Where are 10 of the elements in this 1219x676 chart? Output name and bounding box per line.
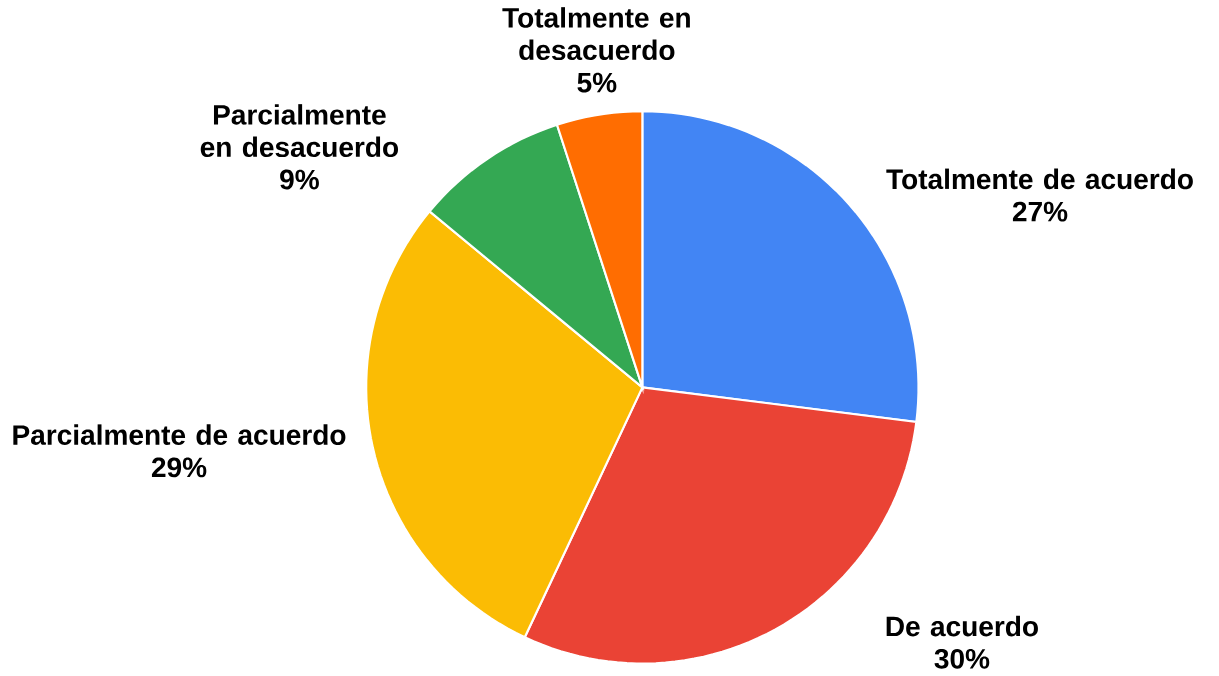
data-label: 9% xyxy=(280,169,319,190)
data-label: 5% xyxy=(577,72,617,93)
slice-label: De acuerdo xyxy=(886,615,1038,637)
slice-label: Parcialmente en desacuerdo xyxy=(200,104,399,158)
slice-label: Parcialmente de acuerdo xyxy=(13,424,346,445)
slice-label: Totalmente de acuerdo xyxy=(886,168,1193,190)
data-label: 29% xyxy=(151,457,207,478)
slice-label: Totalmente en desacuerdo xyxy=(502,7,690,61)
data-label: 30% xyxy=(934,648,990,669)
data-label: 27% xyxy=(1012,201,1068,222)
